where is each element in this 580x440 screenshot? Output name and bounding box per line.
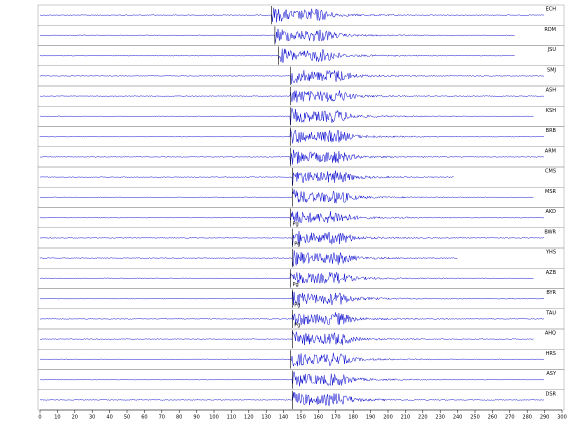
waveform [39, 250, 458, 267]
x-tick-label: 200 [383, 415, 393, 421]
waveform [39, 312, 545, 326]
x-tick-label: 80 [176, 415, 182, 421]
waveform [39, 231, 545, 246]
x-tick-label: 30 [89, 415, 95, 421]
x-tick-label: 190 [366, 415, 376, 421]
x-tick-label: 250 [470, 415, 480, 421]
station-label: TAU [545, 310, 556, 316]
station-label: AZB [546, 270, 557, 276]
waveform [39, 149, 545, 165]
phase-label: Pg [293, 282, 299, 288]
waveform [39, 107, 534, 125]
waveform [39, 392, 545, 407]
x-tick-label: 40 [106, 415, 112, 421]
waveform [39, 7, 545, 23]
phase-label: Pg [294, 302, 300, 308]
x-tick-label: 70 [159, 415, 165, 421]
station-label: ASY [546, 371, 557, 377]
phase-label: Pg [293, 221, 299, 227]
station-label: ARM [545, 148, 556, 154]
station-label: YHS [545, 250, 556, 256]
waveform [39, 189, 534, 204]
x-tick-label: 90 [193, 415, 199, 421]
station-label: KSH [546, 108, 556, 114]
station-label: AHQ [545, 331, 556, 337]
x-tick-label: 260 [488, 415, 498, 421]
x-tick-label: 60 [141, 415, 147, 421]
waveform [39, 170, 454, 185]
station-label: ECH [546, 7, 557, 13]
x-tick-label: 270 [505, 415, 515, 421]
x-tick-label: 50 [124, 415, 130, 421]
x-tick-label: 210 [401, 415, 411, 421]
waveform [39, 28, 515, 44]
x-tick-label: 180 [348, 415, 358, 421]
x-tick-label: 220 [418, 415, 428, 421]
station-label: JSU [547, 47, 557, 53]
x-tick-label: 110 [227, 415, 237, 421]
waveform [39, 211, 545, 224]
waveform [39, 70, 545, 85]
x-tick-label: 150 [296, 415, 306, 421]
x-tick-label: 10 [54, 415, 60, 421]
x-tick-label: 130 [261, 415, 271, 421]
waveform [39, 129, 545, 144]
station-label: AKD [545, 209, 556, 215]
x-tick-label: 300 [557, 415, 567, 421]
x-tick-label: 20 [72, 415, 78, 421]
phase-label: Pg [294, 242, 300, 248]
waveform [39, 48, 515, 63]
waveform [39, 371, 545, 387]
x-tick-label: 170 [331, 415, 341, 421]
x-tick-label: 290 [540, 415, 550, 421]
station-label: HRS [546, 351, 556, 357]
waveform [39, 272, 534, 285]
station-label: DSR [546, 391, 557, 397]
x-tick-label: 240 [453, 415, 463, 421]
phase-label: Pg [294, 323, 300, 329]
waveform [39, 331, 534, 345]
station-label: SMJ [547, 67, 556, 73]
waveform [39, 352, 545, 368]
station-label: BYR [546, 290, 556, 296]
x-tick-label: 140 [279, 415, 289, 421]
x-tick-label: 0 [38, 415, 41, 421]
x-tick-label: 230 [435, 415, 445, 421]
station-label: RDM [544, 27, 556, 33]
station-label: CMS [545, 169, 556, 175]
x-tick-label: 160 [314, 415, 324, 421]
station-label: ASH [546, 88, 557, 94]
x-tick-label: 100 [209, 415, 219, 421]
x-tick-label: 280 [522, 415, 532, 421]
station-label: BRB [546, 128, 557, 134]
x-tick-label: 120 [244, 415, 254, 421]
waveform [39, 90, 545, 103]
station-label: BWR [544, 229, 556, 235]
waveform [39, 291, 545, 306]
trace-panel [37, 187, 565, 208]
station-label: MSR [545, 189, 556, 195]
